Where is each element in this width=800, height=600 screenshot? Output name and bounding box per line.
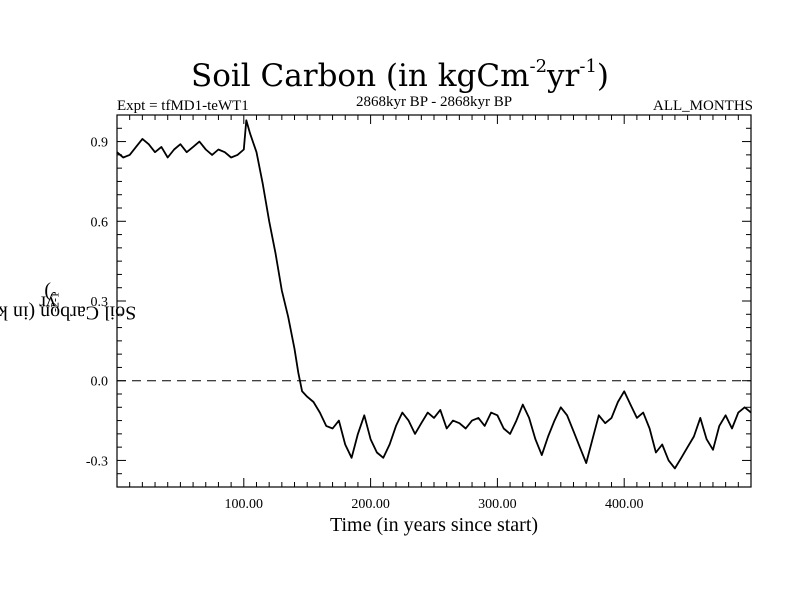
y-tick-label: 0.3 [91,295,109,310]
y-tick-label: 0.6 [91,215,109,230]
chart-title: Soil Carbon (in kgCm-2yr-1) [190,56,610,94]
months-label: ALL_MONTHS [653,98,753,114]
experiment-label: Expt = tfMD1-teWT1 [117,98,249,114]
x-tick-label: 400.00 [605,497,644,512]
y-tick-label: -0.3 [86,454,108,469]
y-tick-label: 0.0 [91,375,109,390]
series-line-soil-carbon [116,119,752,470]
plot-frame [116,114,752,488]
y-tick-label: 0.9 [91,136,109,151]
x-axis-label: Time (in years since start) [329,514,539,536]
period-label: 2868kyr BP - 2868kyr BP [355,94,513,110]
x-tick-label: 300.00 [478,497,517,512]
x-tick-label: 200.00 [351,497,390,512]
x-tick-label: 100.00 [225,497,264,512]
